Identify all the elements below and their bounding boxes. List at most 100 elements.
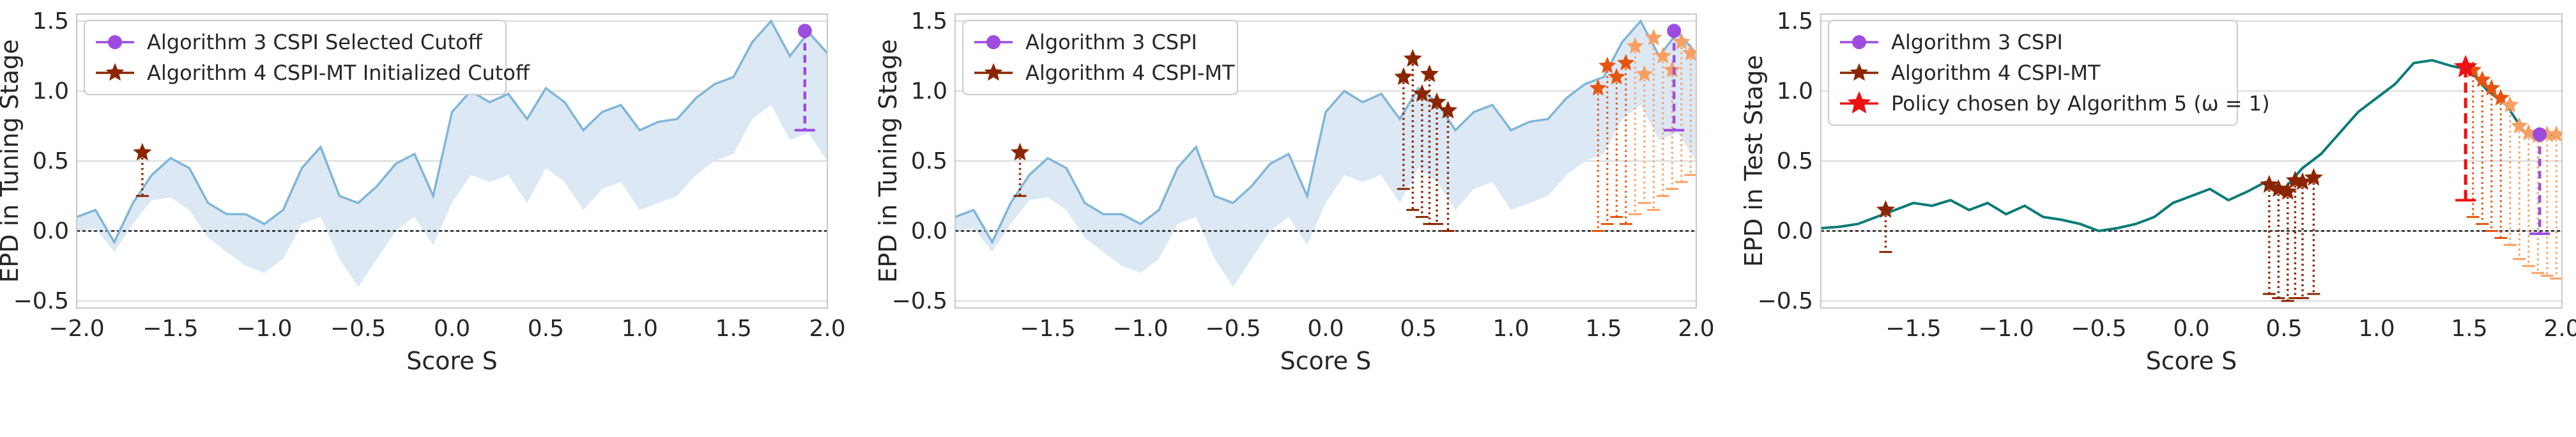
cspimt-star [1427, 92, 1446, 111]
cspimt-star [2293, 172, 2312, 190]
orange-candidate-star [1626, 37, 1644, 54]
legend-label: Policy chosen by Algorithm 5 (ω = 1) [1891, 91, 2270, 116]
confidence-band [77, 21, 827, 288]
y-tick-label: −0.5 [892, 288, 947, 314]
orange-candidate-star [1644, 28, 1662, 45]
x-tick-label: 2.0 [1678, 316, 1714, 342]
plot-frame [76, 13, 828, 309]
y-tick-label: 0.5 [1777, 148, 1813, 174]
legend-marker-cspimt [105, 63, 125, 81]
y-tick-label: 1.5 [1777, 8, 1813, 34]
y-tick-label: 1.0 [911, 78, 947, 104]
x-tick-label: 0.5 [2266, 316, 2302, 342]
x-tick-label: 1.5 [2451, 316, 2487, 342]
legend-box [962, 20, 1238, 95]
orange-candidate-star [1598, 56, 1616, 73]
y-tick-label: 0.0 [1777, 218, 1813, 245]
legend: Algorithm 3 CSPI Algorithm 4 CSPI-MT Polic… [1828, 20, 2270, 126]
orange-candidate-star [1682, 43, 1696, 61]
x-tick-label: 1.0 [2358, 316, 2395, 342]
x-tick-label: −1.0 [1978, 316, 2034, 342]
cspimt-star [1876, 200, 1896, 218]
cspimt-star [1010, 142, 1030, 161]
y-tick-label: 0.0 [33, 218, 69, 245]
legend-label: Algorithm 3 CSPI [1891, 30, 2063, 54]
legend-marker-cspimt [984, 63, 1003, 81]
x-tick-label: 1.0 [1492, 316, 1529, 342]
y-tick-label: −0.5 [1758, 288, 1813, 314]
orange-candidate-star [2501, 96, 2519, 112]
x-tick-label: −1.5 [1885, 316, 1941, 342]
legend-marker-cspimt [1850, 63, 1869, 81]
x-tick-label: −2.0 [49, 316, 104, 342]
cspi-marker [797, 24, 812, 38]
legend-box [84, 20, 507, 95]
legend-marker-cspi [108, 35, 122, 49]
confidence-band [955, 21, 1696, 288]
y-axis-label: EPD in Test Stage [1740, 55, 1768, 267]
cspi-marker [1667, 24, 1682, 38]
legend-label: Algorithm 4 CSPI-MT [1025, 61, 1235, 85]
x-tick-label: 0.5 [528, 316, 564, 342]
chart-panel-middle: −0.5 0.0 0.5 1.0 1.5 −1.5 −1.0 −0.5 0.0 0.5 1.0 1.5… [874, 8, 1715, 375]
legend-label: Algorithm 3 CSPI Selected Cutoff [147, 30, 483, 54]
y-tick-label: 0.5 [911, 148, 947, 174]
x-tick-label: 2.0 [809, 316, 845, 342]
x-tick-label: −0.5 [2071, 316, 2126, 342]
orange-candidate-star [2473, 70, 2491, 88]
cspimt-star [2304, 167, 2323, 186]
x-tick-label: 1.0 [622, 316, 658, 342]
cspimt-star [1438, 100, 1457, 119]
y-tick-label: 0.0 [911, 218, 947, 245]
orange-candidate-star [1589, 79, 1607, 96]
orange-candidate-star [1663, 61, 1681, 78]
x-tick-label: −1.0 [236, 316, 292, 342]
legend-box [1828, 20, 2238, 126]
orange-candidate-star [1636, 65, 1653, 82]
orange-candidate-star [2483, 79, 2501, 96]
x-tick-label: −1.5 [1020, 316, 1075, 342]
x-tick-label: 0.5 [1400, 316, 1436, 342]
epd-curve [77, 19, 827, 245]
plot-frame [1820, 13, 2563, 309]
orange-candidate-star [2510, 116, 2528, 134]
x-axis-label: Score S [2146, 347, 2237, 375]
chart-panel-left: −0.5 0.0 0.5 1.0 1.5 −2.0 −1.5 −1.0 −0.5 0.0 0.5 1.… [0, 8, 846, 375]
y-axis-label: EPD in Tuning Stage [874, 39, 902, 282]
cspimt-star [1403, 49, 1422, 67]
cspimt-star [1420, 64, 1439, 82]
x-tick-label: 0.0 [434, 316, 470, 342]
x-tick-label: 1.5 [715, 316, 751, 342]
plot-area [1821, 54, 2562, 302]
y-tick-label: −0.5 [13, 288, 69, 314]
cspimt-star [133, 142, 152, 161]
x-tick-label: 1.5 [1585, 316, 1621, 342]
cspi-marker [2533, 127, 2547, 142]
plot-area [955, 19, 1696, 288]
y-tick-label: 0.5 [33, 148, 69, 174]
legend-label: Algorithm 3 CSPI [1025, 30, 1197, 54]
x-tick-label: −0.5 [1205, 316, 1261, 342]
y-tick-label: 1.0 [1777, 78, 1813, 104]
y-tick-label: 1.5 [33, 8, 69, 34]
plot-frame [954, 13, 1697, 309]
orange-candidate-star [2547, 125, 2562, 142]
legend: Algorithm 3 CSPI Algorithm 4 CSPI-MT [962, 20, 1238, 95]
x-tick-label: −1.5 [142, 316, 198, 342]
orange-candidate-star [2492, 89, 2510, 105]
x-axis-label: Score S [1280, 347, 1372, 375]
plot-area [77, 19, 827, 288]
x-tick-label: 0.0 [1307, 316, 1344, 342]
legend-label: Algorithm 4 CSPI-MT Initialized Cutoff [147, 61, 530, 85]
orange-candidate-star [1617, 54, 1635, 71]
orange-candidate-star [1654, 47, 1672, 64]
legend-label: Algorithm 4 CSPI-MT [1891, 61, 2101, 85]
x-tick-label: −1.0 [1112, 316, 1168, 342]
y-tick-label: 1.5 [911, 8, 947, 34]
epd-curve [1821, 59, 2562, 233]
legend-marker-chosen [1847, 91, 1871, 114]
cspimt-star [1394, 67, 1413, 85]
epd-curve [955, 19, 1696, 245]
